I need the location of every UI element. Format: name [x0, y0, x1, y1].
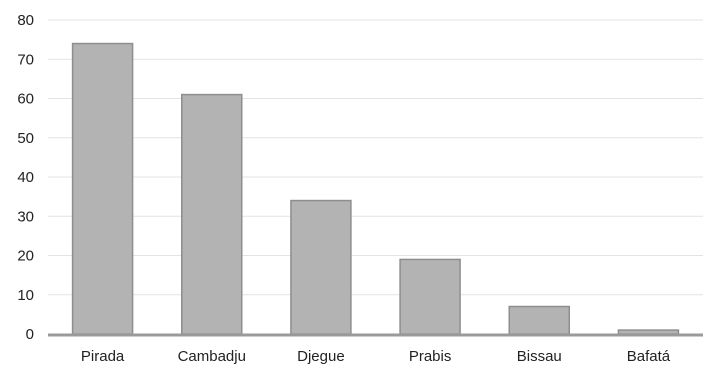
x-category-label: Bafatá — [627, 348, 671, 365]
y-tick-label: 80 — [17, 12, 34, 29]
x-category-label: Cambadju — [178, 348, 246, 365]
y-tick-label: 60 — [17, 91, 34, 108]
bar-cambadju — [181, 93, 243, 335]
gridlines — [48, 19, 703, 296]
bars — [71, 42, 680, 335]
bar-bafat- — [617, 329, 680, 335]
x-category-label: Bissau — [517, 348, 562, 365]
y-tick-label: 20 — [17, 248, 34, 265]
y-tick-label: 30 — [17, 208, 34, 225]
bar-pirada — [71, 42, 134, 335]
x-category-label: Pirada — [81, 348, 125, 365]
y-axis-tick-labels: 0 10 20 30 40 50 60 70 80 — [17, 12, 34, 343]
x-axis-category-labels: Pirada Cambadju Djegue Prabis Bissau Bafatá — [81, 348, 671, 365]
bar-djegue — [290, 199, 352, 335]
x-category-label: Prabis — [409, 348, 452, 365]
y-tick-label: 70 — [17, 51, 34, 68]
y-tick-label: 40 — [17, 169, 34, 186]
x-category-label: Djegue — [297, 348, 345, 365]
bar-prabis — [399, 258, 461, 335]
y-tick-label: 0 — [26, 326, 34, 343]
y-tick-label: 10 — [17, 287, 34, 304]
bar-bissau — [508, 305, 570, 335]
y-tick-label: 50 — [17, 130, 34, 147]
